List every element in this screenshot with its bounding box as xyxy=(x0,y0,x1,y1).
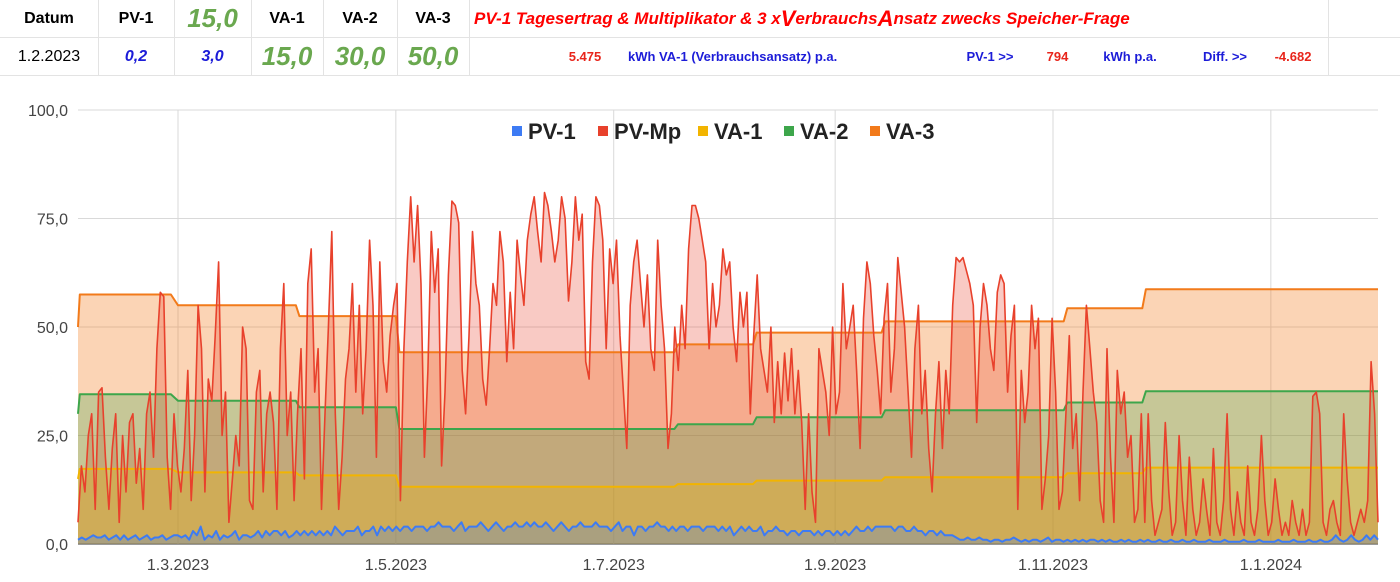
legend-swatch xyxy=(698,126,708,136)
y-tick-label: 50,0 xyxy=(37,320,68,337)
y-tick-label: 0,0 xyxy=(46,537,68,554)
date-cell[interactable]: 1.2.2023 xyxy=(17,47,81,65)
series-line-pv-1[interactable] xyxy=(77,521,1379,543)
series-line-va-2[interactable] xyxy=(77,390,1378,430)
legend-item-pv-mp[interactable]: PV-Mp xyxy=(598,119,681,144)
title-part: nsatz zwecks Speicher-Frage xyxy=(893,8,1130,28)
col-divider xyxy=(174,0,175,76)
legend-item-va-2[interactable]: VA-2 xyxy=(784,119,849,144)
legend-swatch xyxy=(784,126,794,136)
legend-item-va-1[interactable]: VA-1 xyxy=(698,119,763,144)
y-tick-label: 75,0 xyxy=(37,212,68,229)
va3-header[interactable]: VA-3 xyxy=(415,9,451,27)
row-divider xyxy=(0,37,1400,38)
title-part: V xyxy=(780,5,796,31)
y-tick-label: 25,0 xyxy=(37,429,68,446)
legend-swatch xyxy=(598,126,608,136)
series-areas xyxy=(78,192,1378,544)
x-axis: 1.3.2023 1.5.2023 1.7.2023 1.9.2023 1.11.202… xyxy=(147,557,1302,574)
area-pv-mp xyxy=(78,192,1378,544)
va1-value-cell[interactable]: 15,0 xyxy=(261,41,313,71)
legend[interactable]: PV-1 PV-Mp VA-1 VA-2 VA-3 xyxy=(512,119,935,144)
legend-label: PV-1 xyxy=(528,119,576,144)
title-part: A xyxy=(877,5,894,31)
pv1-arrow-cell[interactable]: PV-1 >> xyxy=(966,49,1014,64)
multiplier-cell[interactable]: 15,0 xyxy=(187,3,238,33)
legend-swatch xyxy=(512,126,522,136)
x-tick-label: 1.3.2023 xyxy=(147,557,209,574)
col-divider xyxy=(251,0,252,76)
col-divider xyxy=(323,0,324,76)
row-divider xyxy=(0,75,1400,76)
va1-header[interactable]: VA-1 xyxy=(269,9,305,27)
sheet-title[interactable]: PV-1 Tagesertrag & Multiplikator & 3 x V… xyxy=(474,0,1324,37)
datum-header[interactable]: Datum xyxy=(24,9,74,27)
series-lines xyxy=(77,191,1379,543)
consumption-kwh-cell[interactable]: 5.475 xyxy=(568,49,602,64)
x-tick-label: 1.11.2023 xyxy=(1018,557,1088,574)
col-divider xyxy=(469,0,470,76)
sheet-header: Datum PV-1 15,0 VA-1 VA-2 VA-3 PV-1 Tage… xyxy=(0,0,1400,76)
area-pv-1 xyxy=(78,522,1378,544)
col-divider xyxy=(98,0,99,76)
legend-item-va-3[interactable]: VA-3 xyxy=(870,119,935,144)
pv1-kwh-label-cell[interactable]: kWh p.a. xyxy=(1103,49,1157,64)
legend-label: VA-3 xyxy=(886,119,935,144)
series-line-pv-mp[interactable] xyxy=(77,191,1379,537)
pv1-value-cell[interactable]: 0,2 xyxy=(124,47,148,65)
legend-label: PV-Mp xyxy=(614,119,681,144)
va2-value-cell[interactable]: 30,0 xyxy=(334,41,386,71)
x-tick-label: 1.9.2023 xyxy=(804,557,866,574)
legend-label: VA-1 xyxy=(714,119,763,144)
x-tick-label: 1.5.2023 xyxy=(365,557,427,574)
pv1-kwh-cell[interactable]: 794 xyxy=(1046,49,1069,64)
va3-value-cell[interactable]: 50,0 xyxy=(407,41,459,71)
col-divider xyxy=(397,0,398,76)
y-axis: 0,0 25,0 50,0 75,0 100,0 xyxy=(28,103,68,554)
legend-swatch xyxy=(870,126,880,136)
grid xyxy=(78,109,1378,545)
title-part: erbrauchs xyxy=(795,8,878,28)
x-tick-label: 1.1.2024 xyxy=(1240,557,1302,574)
pv1-header[interactable]: PV-1 xyxy=(118,9,154,27)
diff-value-cell[interactable]: -4.682 xyxy=(1274,49,1312,64)
col-divider xyxy=(1328,0,1329,76)
consumption-label-cell[interactable]: kWh VA-1 (Verbrauchsansatz) p.a. xyxy=(628,49,838,64)
x-tick-label: 1.7.2023 xyxy=(583,557,645,574)
va2-header[interactable]: VA-2 xyxy=(342,9,378,27)
pvmp-value-cell[interactable]: 3,0 xyxy=(201,47,224,65)
title-part: PV-1 Tagesertrag & Multiplikator & 3 x xyxy=(474,8,781,28)
diff-label-cell[interactable]: Diff. >> xyxy=(1202,49,1248,64)
legend-item-pv-1[interactable]: PV-1 xyxy=(512,119,576,144)
legend-label: VA-2 xyxy=(800,119,849,144)
y-tick-label: 100,0 xyxy=(28,103,68,120)
pv-consumption-chart: 0,0 25,0 50,0 75,0 100,0 1.3.2023 1.5.2023 1.7… xyxy=(28,103,1379,574)
series-line-va-3[interactable] xyxy=(77,288,1378,354)
